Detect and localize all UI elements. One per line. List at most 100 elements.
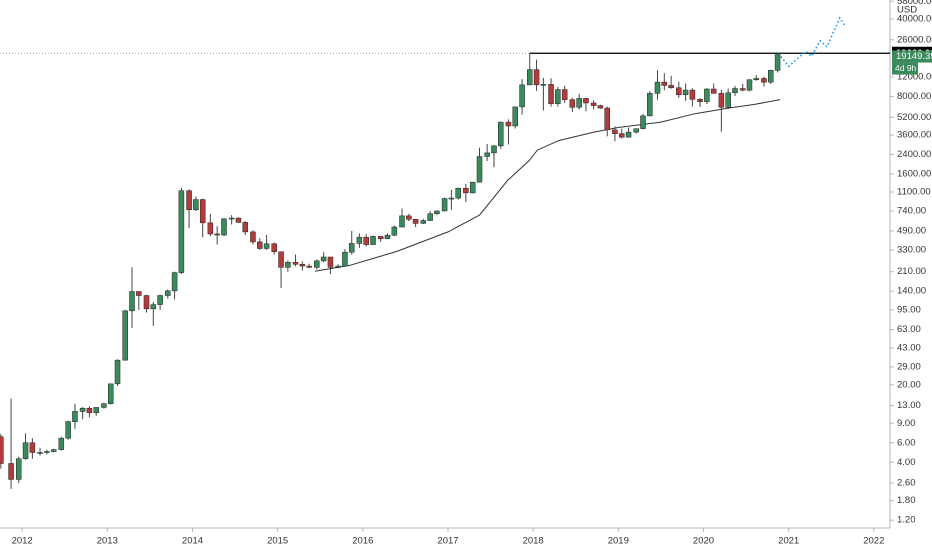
candle-body <box>625 131 632 138</box>
candle-body <box>165 290 171 296</box>
candle-body <box>761 78 767 83</box>
candle-body <box>335 265 341 268</box>
candle-body <box>314 260 320 268</box>
candle-body <box>150 304 157 310</box>
x-tick-label: 2018 <box>523 536 544 547</box>
candle-body <box>569 99 576 108</box>
candle-body <box>668 85 674 89</box>
y-tick-label: 9.00 <box>897 418 916 429</box>
candle-body <box>271 243 277 252</box>
candle-body <box>391 226 398 236</box>
x-tick-label: 2016 <box>352 536 373 547</box>
candle-body <box>455 187 461 199</box>
candle-body <box>676 87 682 96</box>
candle-body <box>491 145 497 154</box>
candle-body <box>342 251 348 267</box>
candle-body <box>739 88 746 91</box>
candle-body <box>505 121 512 127</box>
candle-body <box>257 241 263 249</box>
candle-body <box>561 89 568 100</box>
candle-body <box>306 265 312 268</box>
x-tick-label: 2019 <box>608 536 629 547</box>
candle-body <box>65 421 71 439</box>
y-tick-label: 6.00 <box>897 437 916 448</box>
x-tick-label: 2022 <box>863 536 884 547</box>
candle-body <box>590 102 597 106</box>
candle-body <box>427 213 433 221</box>
candle-body <box>469 181 476 194</box>
candle-body <box>604 107 610 131</box>
candle-body <box>44 451 50 453</box>
candle-body <box>214 233 220 236</box>
y-tick-label: 2.60 <box>897 477 916 488</box>
candle-body <box>434 210 440 215</box>
candle-body <box>661 81 668 86</box>
candle-body <box>682 89 689 96</box>
candle-body <box>242 222 249 233</box>
candle-body <box>348 243 355 253</box>
candle-body <box>235 217 242 223</box>
y-tick-label: 12000.00 <box>897 72 932 83</box>
candle-body <box>753 78 760 80</box>
candle-body <box>519 84 525 108</box>
y-tick-label: 1.80 <box>897 495 916 506</box>
candle-body <box>448 197 455 200</box>
countdown-box <box>892 62 918 75</box>
candle-body <box>114 359 121 385</box>
last-price-box <box>892 50 932 63</box>
candle-body <box>704 88 710 102</box>
y-tick-label: 29.00 <box>897 361 921 372</box>
candle-body <box>58 437 65 450</box>
candle-body <box>768 70 774 83</box>
y-tick-label: 20.00 <box>897 379 921 390</box>
candle-body <box>370 236 376 245</box>
candle-body <box>299 264 306 267</box>
x-tick-label: 2012 <box>12 536 33 547</box>
candle-body <box>406 215 412 220</box>
candle-body <box>484 152 490 157</box>
countdown-label: 4d 9h <box>895 63 917 73</box>
candle-body <box>526 69 533 86</box>
y-tick-label: 740.00 <box>897 206 926 217</box>
candle-body <box>498 121 504 147</box>
candle-body <box>689 89 696 100</box>
y-tick-label: 63.00 <box>897 324 921 335</box>
candle-body <box>725 92 731 108</box>
candle-body <box>171 272 178 292</box>
candle-body <box>618 133 625 138</box>
candle-body <box>143 295 150 310</box>
candle-body <box>101 403 107 408</box>
y-tick-label: 26000.00 <box>897 34 932 45</box>
candle-body <box>207 222 214 235</box>
candle-body <box>86 407 93 413</box>
candle-body <box>50 449 57 452</box>
y-tick-label: 1100.00 <box>897 187 931 198</box>
candle-body <box>441 198 448 212</box>
candle-body <box>93 407 99 413</box>
candle-body <box>327 256 334 268</box>
y-tick-label: 13.00 <box>897 400 921 411</box>
candle-body <box>533 69 540 86</box>
candle-body <box>122 310 128 361</box>
y-tick-label: 330.00 <box>897 244 926 255</box>
candle-body <box>250 231 256 243</box>
y-tick-label: 95.00 <box>897 304 921 315</box>
y-tick-label: 490.00 <box>897 225 926 236</box>
y-tick-label: 58000.00 <box>897 0 932 7</box>
candle-body <box>278 251 284 268</box>
candle-body <box>718 93 725 108</box>
candle-body <box>576 98 582 108</box>
y-tick-label: 3600.00 <box>897 129 931 140</box>
candle-body <box>633 128 639 133</box>
candle-body <box>697 99 703 102</box>
x-tick-label: 2014 <box>182 536 203 547</box>
candle-body <box>774 54 781 71</box>
candle-body <box>129 291 135 312</box>
y-tick-label: 1.20 <box>897 515 916 526</box>
candle-body <box>199 199 206 224</box>
moving-average-line <box>315 99 781 272</box>
candle-body <box>746 79 753 91</box>
candle-body <box>107 383 114 404</box>
